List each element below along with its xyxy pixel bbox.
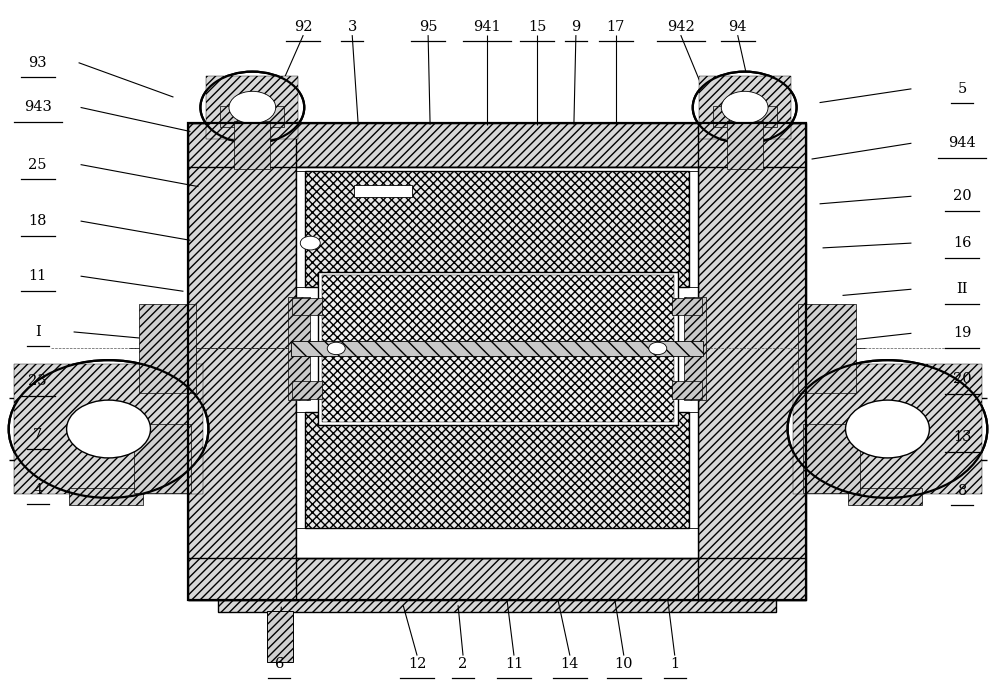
Text: 1: 1: [670, 657, 679, 671]
Text: 12: 12: [408, 657, 426, 671]
Bar: [267, 611, 293, 662]
Text: 3: 3: [348, 20, 357, 34]
Text: 944: 944: [948, 136, 976, 150]
Text: 23: 23: [28, 375, 47, 388]
Circle shape: [846, 400, 929, 458]
Text: 4: 4: [33, 482, 42, 497]
Bar: [134, 424, 191, 493]
Bar: [234, 121, 270, 169]
Bar: [188, 124, 296, 600]
Circle shape: [721, 91, 768, 124]
Bar: [848, 488, 922, 505]
Bar: [318, 272, 678, 425]
Text: 20: 20: [953, 189, 972, 204]
Text: 2: 2: [458, 657, 468, 671]
Text: 94: 94: [728, 20, 747, 34]
Text: 18: 18: [28, 214, 47, 228]
Bar: [803, 424, 860, 493]
Text: 14: 14: [561, 657, 579, 671]
Text: 5: 5: [958, 82, 967, 96]
Text: 16: 16: [953, 236, 972, 250]
Bar: [188, 124, 806, 168]
Text: 92: 92: [294, 20, 313, 34]
Circle shape: [67, 400, 150, 458]
Text: 8: 8: [958, 484, 967, 498]
Text: II: II: [957, 282, 968, 296]
Bar: [206, 76, 298, 139]
Text: 11: 11: [29, 269, 47, 283]
Bar: [188, 124, 806, 600]
Bar: [322, 275, 674, 422]
Bar: [291, 341, 703, 356]
Bar: [798, 304, 856, 393]
Circle shape: [327, 342, 345, 355]
Bar: [292, 298, 322, 315]
Text: 15: 15: [528, 20, 546, 34]
Bar: [672, 382, 702, 399]
Circle shape: [788, 360, 987, 498]
Text: 943: 943: [24, 101, 52, 115]
Bar: [305, 172, 689, 287]
Text: 10: 10: [615, 657, 633, 671]
Text: 19: 19: [953, 326, 972, 340]
Text: 25: 25: [28, 157, 47, 172]
Bar: [139, 304, 196, 393]
Circle shape: [649, 342, 667, 355]
Bar: [218, 598, 776, 612]
Bar: [727, 121, 763, 169]
Bar: [698, 124, 806, 600]
Circle shape: [300, 236, 320, 250]
Bar: [305, 172, 689, 287]
Text: 20: 20: [953, 373, 972, 386]
Bar: [354, 184, 412, 197]
Bar: [188, 124, 296, 600]
Bar: [14, 364, 203, 495]
Text: 9: 9: [571, 20, 581, 34]
Bar: [305, 413, 689, 528]
Text: 941: 941: [473, 20, 501, 34]
Bar: [296, 168, 698, 558]
Bar: [69, 488, 143, 505]
Bar: [188, 558, 806, 600]
Bar: [218, 598, 776, 612]
Text: 93: 93: [28, 56, 47, 70]
Circle shape: [9, 360, 208, 498]
Text: 11: 11: [505, 657, 523, 671]
Bar: [684, 297, 706, 400]
Text: 95: 95: [419, 20, 437, 34]
Text: I: I: [35, 325, 41, 339]
Bar: [220, 106, 284, 127]
Circle shape: [229, 91, 276, 124]
Circle shape: [200, 72, 304, 144]
Circle shape: [693, 72, 797, 144]
Text: 942: 942: [667, 20, 695, 34]
Text: 6: 6: [275, 657, 284, 671]
Text: 7: 7: [33, 428, 42, 442]
Bar: [672, 298, 702, 315]
Bar: [305, 413, 689, 528]
Bar: [698, 124, 806, 600]
Text: 13: 13: [953, 431, 972, 444]
Bar: [793, 364, 982, 495]
Bar: [292, 382, 322, 399]
Bar: [713, 106, 777, 127]
Bar: [288, 297, 310, 400]
Text: 17: 17: [607, 20, 625, 34]
Bar: [699, 76, 791, 139]
